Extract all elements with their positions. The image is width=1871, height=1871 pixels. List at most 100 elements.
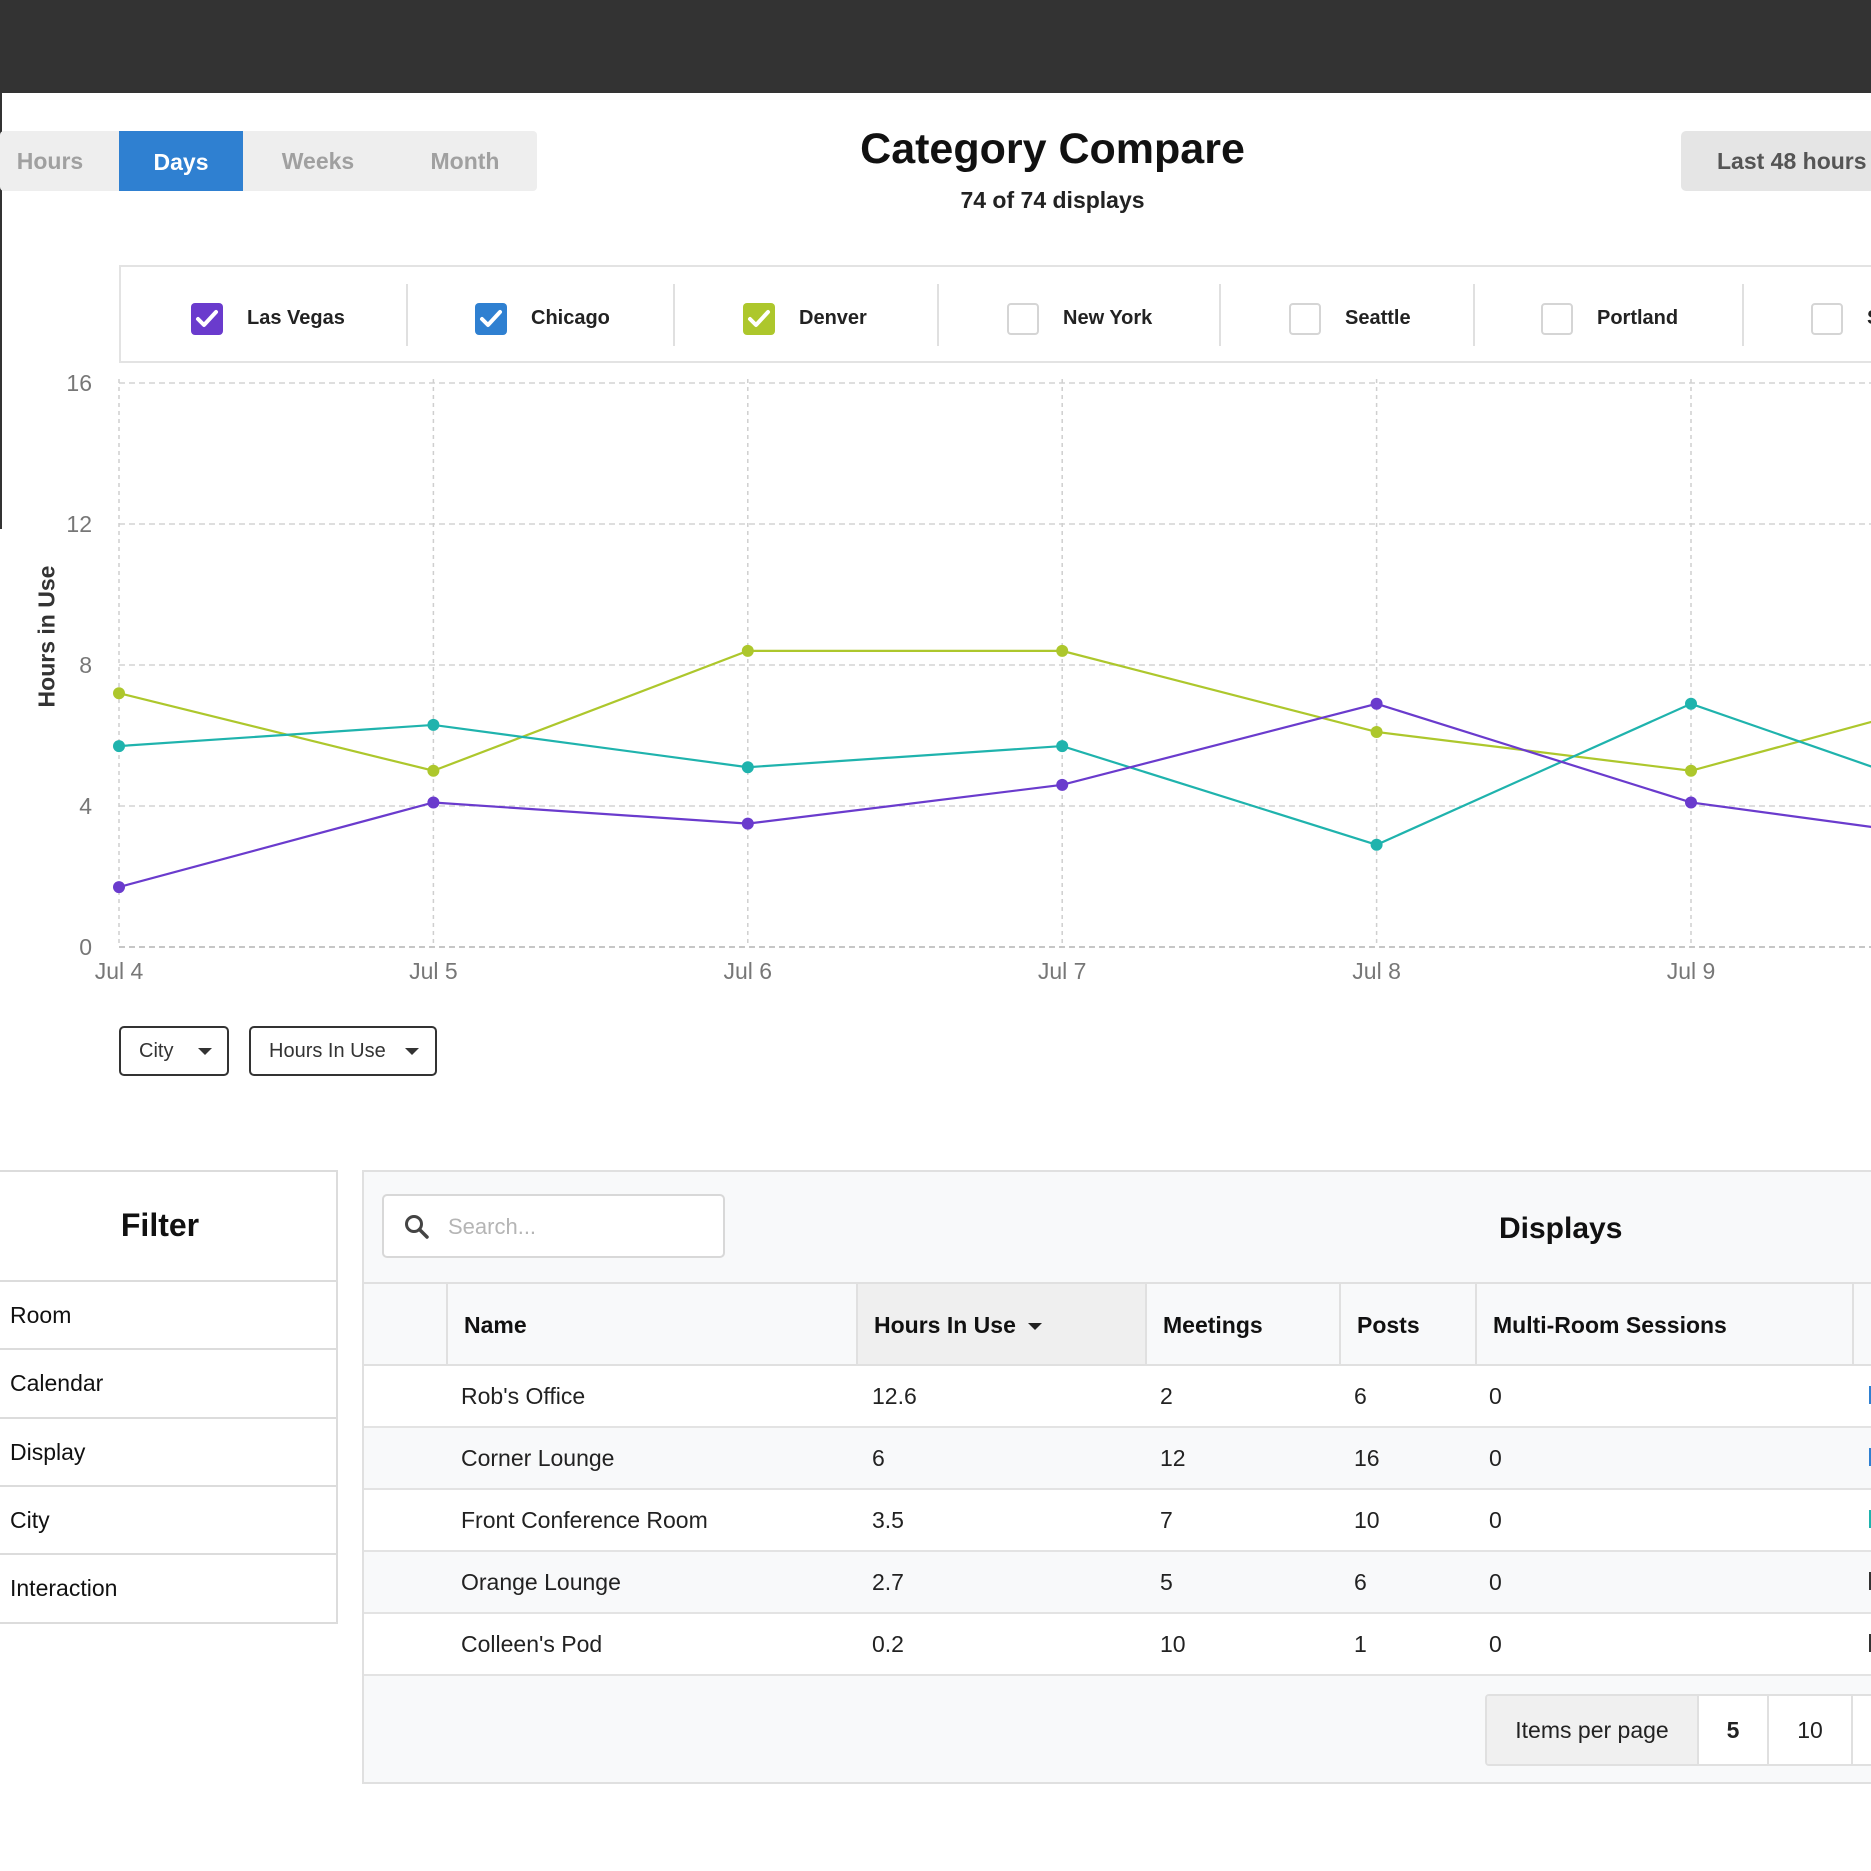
table-row[interactable]: Colleen's Pod 0.2 10 1 0 xyxy=(364,1614,1871,1676)
column-header-name[interactable]: Name xyxy=(446,1284,856,1364)
displays-title: Displays xyxy=(1499,1212,1623,1245)
x-tick-label: Jul 9 xyxy=(1667,958,1716,984)
checkbox-checked-icon[interactable] xyxy=(475,303,507,335)
y-axis-title: Hours in Use xyxy=(33,565,60,708)
cell-posts: 10 xyxy=(1354,1507,1380,1533)
filter-item-interaction[interactable]: Interaction xyxy=(0,1553,336,1621)
checkbox-checked-icon[interactable] xyxy=(743,303,775,335)
metric-dropdown[interactable]: Hours In Use xyxy=(249,1026,437,1076)
group-by-dropdown[interactable]: City xyxy=(119,1026,229,1076)
column-header-label: Hours In Use xyxy=(874,1312,1016,1338)
data-point xyxy=(113,687,125,700)
y-tick-label: 8 xyxy=(79,652,92,678)
data-point xyxy=(1370,697,1383,710)
data-point xyxy=(1685,697,1697,710)
tab-hours[interactable]: Hours xyxy=(16,148,84,174)
checkbox-unchecked-icon[interactable] xyxy=(1007,303,1039,335)
legend-divider xyxy=(673,284,675,346)
display-count-subtitle: 74 of 74 displays xyxy=(960,187,1145,213)
filter-item-calendar[interactable]: Calendar xyxy=(0,1348,336,1416)
data-point xyxy=(1056,644,1069,657)
data-point xyxy=(741,817,754,830)
x-tick-label: Jul 6 xyxy=(724,958,773,984)
row-color-marker xyxy=(1869,1386,1871,1404)
data-point xyxy=(1370,725,1383,738)
tab-days[interactable]: Days xyxy=(119,131,243,191)
data-point xyxy=(1685,796,1697,809)
legend-divider xyxy=(1742,284,1744,346)
x-tick-label: Jul 8 xyxy=(1352,958,1401,984)
page-size-option-5[interactable]: 5 xyxy=(1699,1696,1769,1764)
series-line xyxy=(118,702,1871,846)
cell-meetings: 10 xyxy=(1160,1631,1186,1657)
displays-panel: Displays Name Hours In Use Meetings Post… xyxy=(362,1170,1871,1784)
filter-item-display[interactable]: Display xyxy=(0,1417,336,1485)
data-point xyxy=(1370,838,1383,851)
column-header-extra xyxy=(1852,1284,1871,1364)
chevron-down-icon xyxy=(198,1048,212,1055)
left-edge-divider xyxy=(0,93,2,529)
cell-hours: 2.7 xyxy=(872,1569,904,1595)
series-line xyxy=(118,649,1871,772)
table-row[interactable]: Front Conference Room 3.5 7 10 0 xyxy=(364,1490,1871,1552)
chevron-down-icon xyxy=(405,1048,419,1055)
cell-multi-room: 0 xyxy=(1489,1383,1502,1409)
chart-legend: Las Vegas Chicago Denver New York Seattl… xyxy=(119,265,1871,363)
column-header-label: Name xyxy=(464,1312,527,1338)
cell-multi-room: 0 xyxy=(1489,1507,1502,1533)
page-size-option-10[interactable]: 10 xyxy=(1769,1696,1853,1764)
legend-divider xyxy=(937,284,939,346)
table-row[interactable]: Corner Lounge 6 12 16 0 xyxy=(364,1428,1871,1490)
time-range-button[interactable]: Last 48 hours xyxy=(1681,131,1871,191)
row-color-marker xyxy=(1869,1572,1871,1590)
cell-multi-room: 0 xyxy=(1489,1631,1502,1657)
items-per-page-control: Items per page 5 10 xyxy=(1485,1694,1871,1766)
cell-posts: 6 xyxy=(1354,1569,1367,1595)
cell-posts: 1 xyxy=(1354,1631,1367,1657)
table-row[interactable]: Rob's Office 12.6 2 6 0 xyxy=(364,1366,1871,1428)
x-tick-label: Jul 4 xyxy=(95,958,144,984)
checkbox-unchecked-icon[interactable] xyxy=(1541,303,1573,335)
cell-meetings: 7 xyxy=(1160,1507,1173,1533)
data-point xyxy=(1685,764,1697,777)
search-icon xyxy=(405,1215,429,1239)
y-tick-label: 4 xyxy=(79,793,92,819)
filter-panel: Filter Room Calendar Display City Intera… xyxy=(0,1170,338,1624)
column-header-posts[interactable]: Posts xyxy=(1339,1284,1475,1364)
data-point xyxy=(427,718,440,731)
data-point xyxy=(1056,740,1069,753)
y-tick-label: 0 xyxy=(79,934,92,960)
data-point xyxy=(113,881,125,894)
y-tick-label: 12 xyxy=(66,511,92,537)
column-header-multi-room-sessions[interactable]: Multi-Room Sessions xyxy=(1475,1284,1852,1364)
data-point xyxy=(1056,778,1069,791)
cell-name: Colleen's Pod xyxy=(461,1631,603,1657)
cell-posts: 16 xyxy=(1354,1445,1380,1471)
cell-name: Corner Lounge xyxy=(461,1445,615,1471)
cell-meetings: 5 xyxy=(1160,1569,1173,1595)
checkbox-unchecked-icon[interactable] xyxy=(1289,303,1321,335)
tab-month[interactable]: Month xyxy=(430,148,500,174)
legend-label: Las Vegas xyxy=(247,307,345,329)
cell-hours: 3.5 xyxy=(872,1507,904,1533)
legend-label: Denver xyxy=(799,307,867,329)
column-header-label: Posts xyxy=(1357,1312,1420,1338)
column-header-meetings[interactable]: Meetings xyxy=(1145,1284,1339,1364)
filter-item-room[interactable]: Room xyxy=(0,1280,336,1348)
filter-item-city[interactable]: City xyxy=(0,1485,336,1553)
legend-divider xyxy=(406,284,408,346)
cell-posts: 6 xyxy=(1354,1383,1367,1409)
search-box[interactable] xyxy=(382,1194,725,1258)
table-header: Name Hours In Use Meetings Posts Multi-R… xyxy=(364,1282,1871,1366)
table-row[interactable]: Orange Lounge 2.7 5 6 0 xyxy=(364,1552,1871,1614)
group-by-dropdown-label: City xyxy=(139,1040,174,1062)
items-per-page-label: Items per page xyxy=(1487,1696,1699,1764)
checkbox-checked-icon[interactable] xyxy=(191,303,223,335)
column-header-hours-in-use[interactable]: Hours In Use xyxy=(856,1284,1145,1364)
checkbox-unchecked-icon[interactable] xyxy=(1811,303,1843,335)
legend-label: S xyxy=(1867,307,1871,330)
cell-name: Front Conference Room xyxy=(461,1507,708,1533)
tab-weeks[interactable]: Weeks xyxy=(281,148,355,174)
search-input[interactable] xyxy=(446,1208,710,1246)
cell-meetings: 2 xyxy=(1160,1383,1173,1409)
